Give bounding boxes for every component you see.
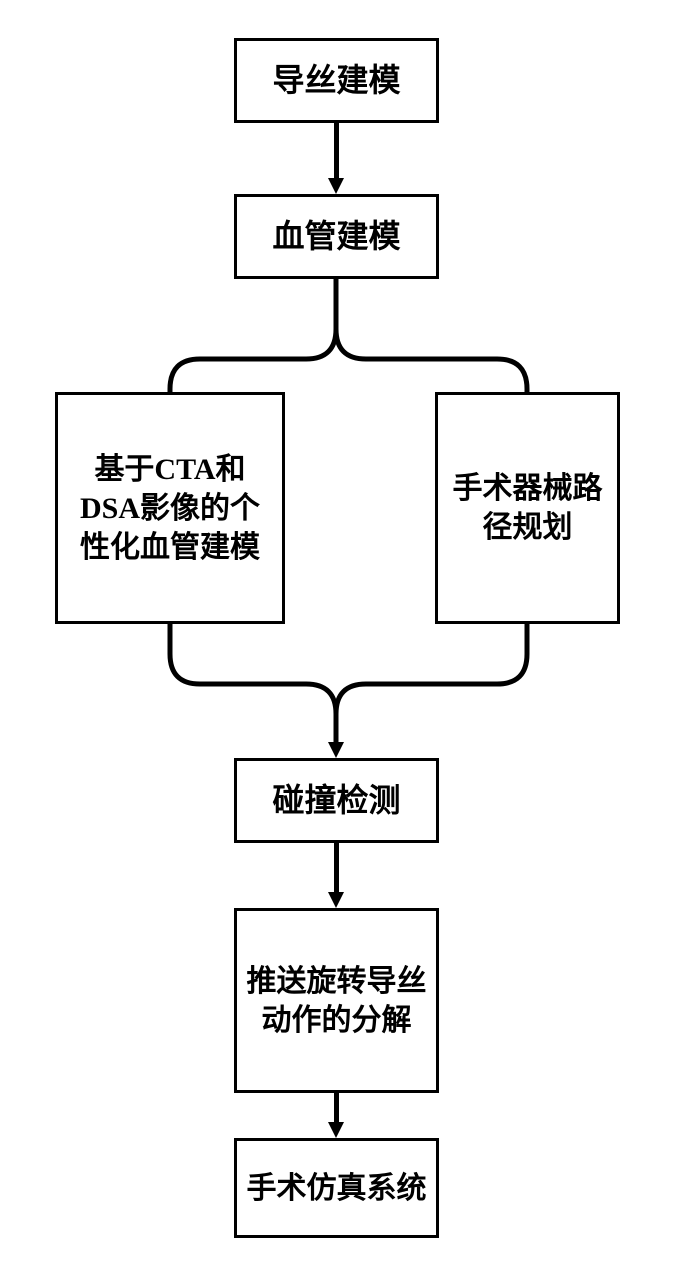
node-label: 基于CTA和DSA影像的个性化血管建模	[66, 450, 274, 567]
node-label: 手术器械路径规划	[446, 469, 609, 547]
node-vessel-modeling: 血管建模	[234, 194, 439, 279]
edge-n5-n6	[334, 843, 339, 892]
arrowhead-n5-n6	[328, 892, 344, 908]
merge-connector	[0, 624, 679, 744]
node-label: 导丝建模	[272, 60, 400, 102]
arrowhead-n1-n2	[328, 178, 344, 194]
node-collision-detection: 碰撞检测	[234, 758, 439, 843]
node-label: 碰撞检测	[272, 780, 400, 822]
split-connector	[0, 279, 679, 394]
node-guidewire-modeling: 导丝建模	[234, 38, 439, 123]
node-cta-dsa-modeling: 基于CTA和DSA影像的个性化血管建模	[55, 392, 285, 624]
edge-n6-n7	[334, 1093, 339, 1122]
node-instrument-path-planning: 手术器械路径规划	[435, 392, 620, 624]
node-label: 手术仿真系统	[247, 1169, 427, 1208]
node-label: 血管建模	[272, 216, 400, 258]
node-surgical-simulation-system: 手术仿真系统	[234, 1138, 439, 1238]
edge-n1-n2	[334, 123, 339, 178]
node-action-decomposition: 推送旋转导丝动作的分解	[234, 908, 439, 1093]
arrowhead-merge-n5	[328, 742, 344, 758]
node-label: 推送旋转导丝动作的分解	[245, 962, 428, 1040]
arrowhead-n6-n7	[328, 1122, 344, 1138]
